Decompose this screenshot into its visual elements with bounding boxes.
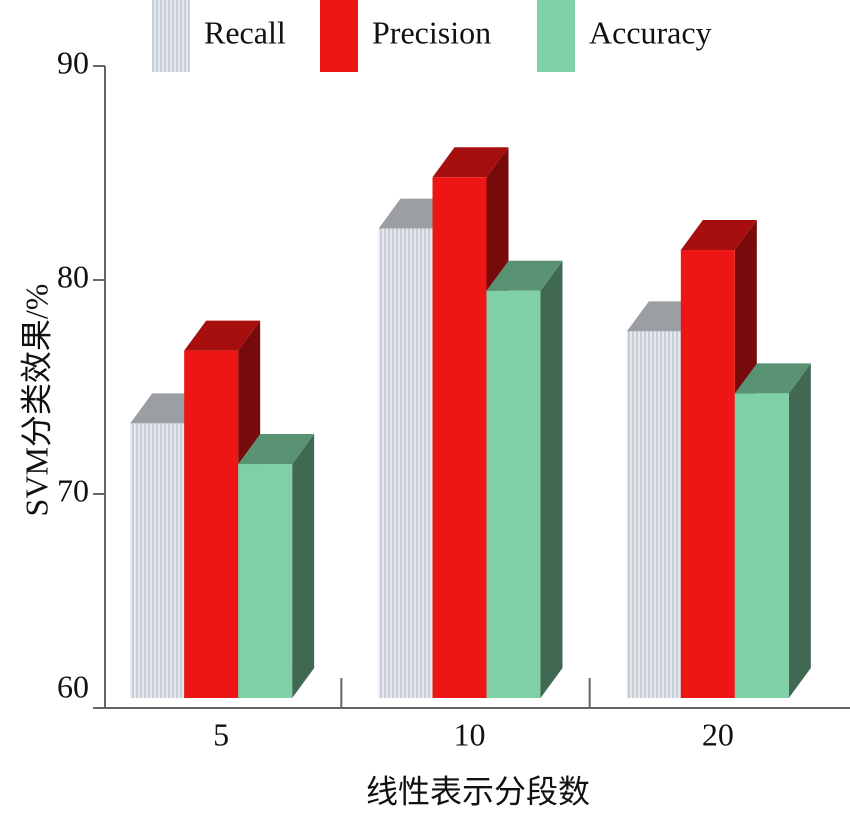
- legend-label: Precision: [372, 14, 491, 50]
- y-axis-label: SVM分类效果/%: [18, 284, 54, 517]
- y-tick-label: 70: [57, 472, 89, 508]
- bar-top: [238, 434, 315, 465]
- y-tick-label: 80: [57, 258, 89, 294]
- bar: [130, 423, 185, 698]
- bar-side: [540, 260, 563, 698]
- bar: [184, 350, 239, 698]
- legend-swatch: [537, 0, 575, 72]
- y-tick-label: 60: [57, 668, 89, 704]
- legend-label: Recall: [204, 14, 286, 50]
- bar: [680, 250, 735, 699]
- bar-top: [432, 147, 509, 178]
- bar-top: [184, 320, 261, 351]
- x-axis-label: 线性表示分段数: [366, 773, 590, 809]
- bar-top: [680, 220, 757, 251]
- x-tick-label: 5: [213, 716, 229, 752]
- bar-side: [292, 434, 315, 698]
- bar: [626, 331, 681, 698]
- x-tick-label: 20: [702, 716, 734, 752]
- bar: [238, 464, 293, 698]
- legend-label: Accuracy: [589, 14, 712, 50]
- bar-top: [486, 260, 563, 291]
- bar: [734, 393, 789, 698]
- bar-side: [788, 363, 811, 698]
- bar: [432, 177, 487, 698]
- bar-top: [734, 363, 811, 394]
- legend-swatch: [320, 0, 358, 72]
- bar: [378, 228, 433, 698]
- legend-swatch: [152, 0, 190, 72]
- x-tick-label: 10: [454, 716, 486, 752]
- bar: [486, 290, 541, 698]
- y-tick-label: 90: [57, 44, 89, 80]
